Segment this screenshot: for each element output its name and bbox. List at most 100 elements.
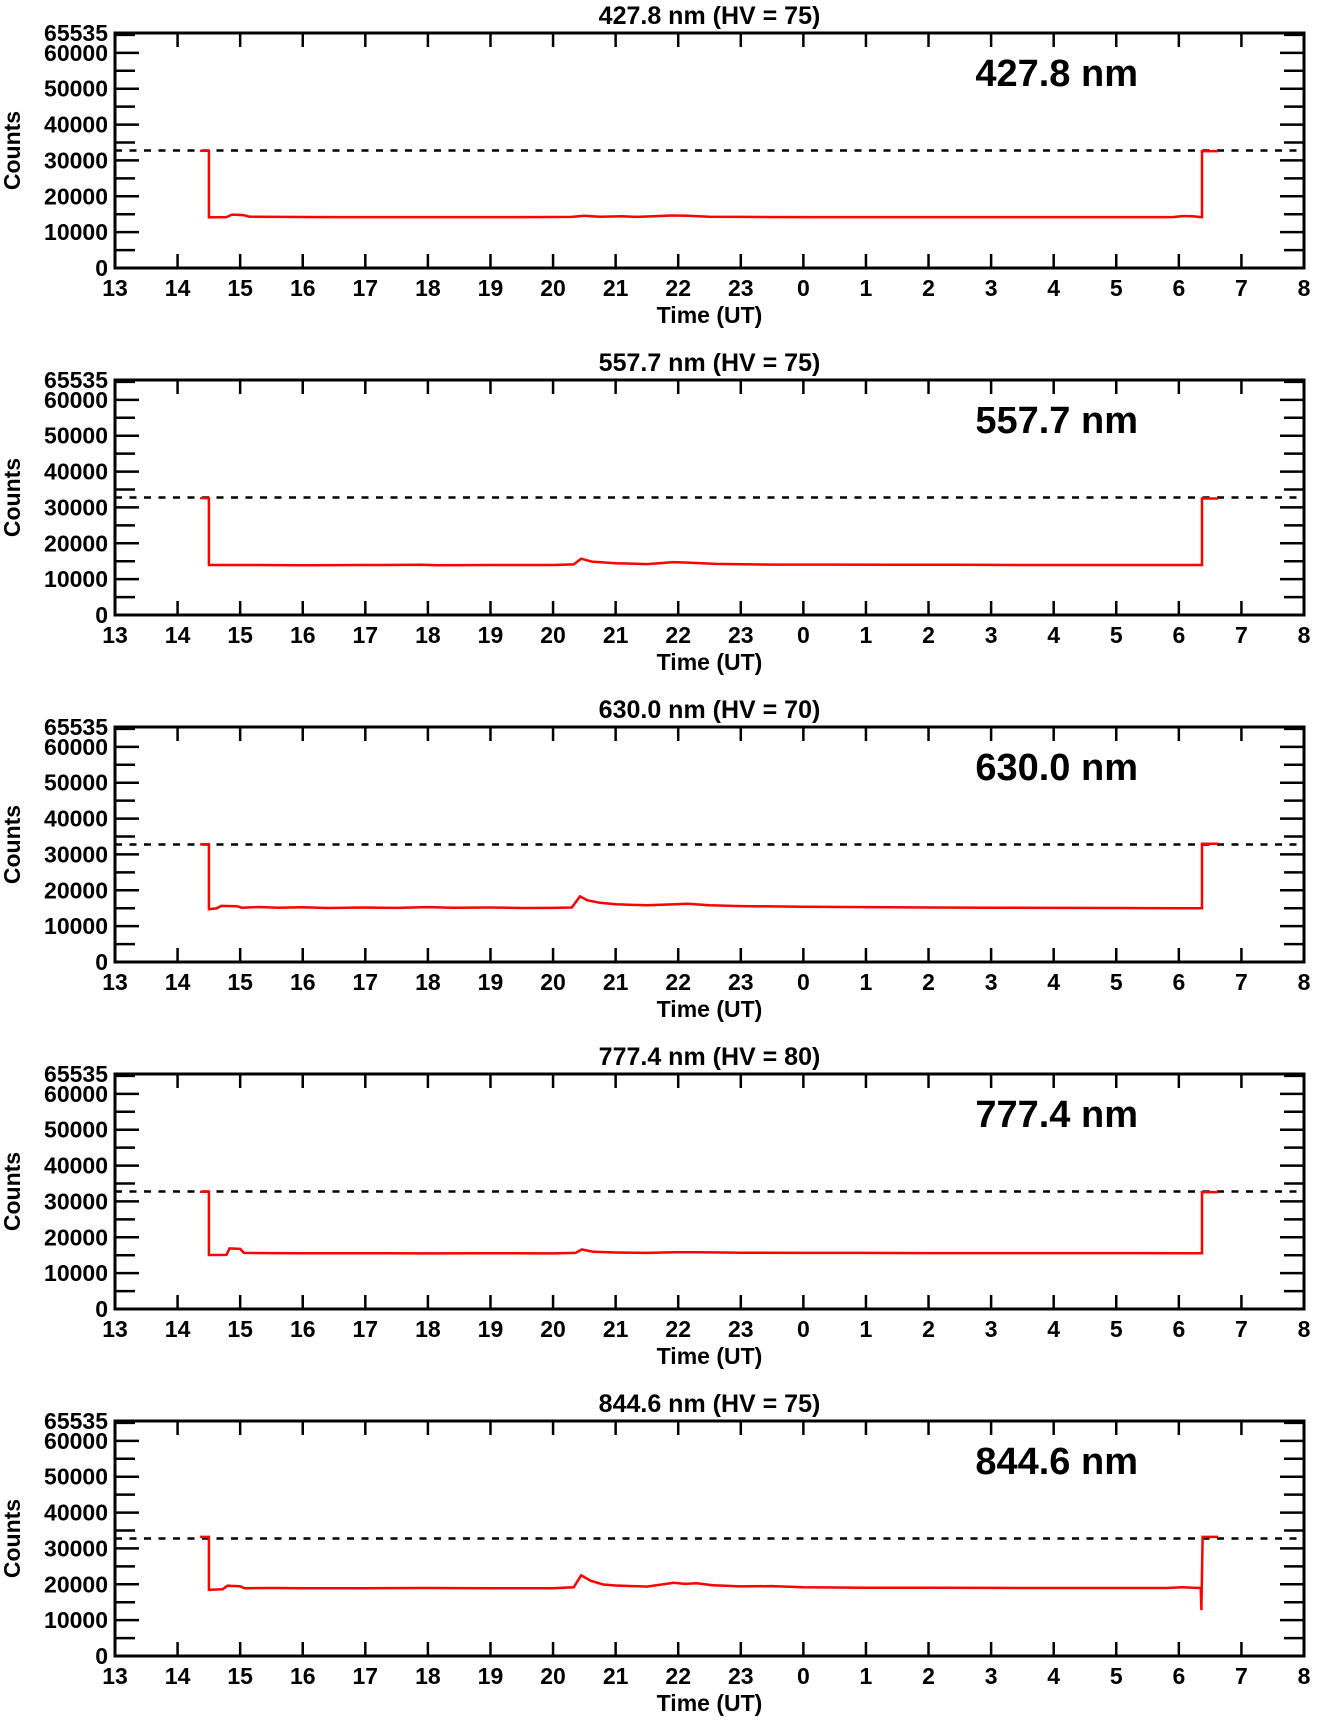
- y-tick-label: 65535: [44, 20, 108, 46]
- counts-series-line: [200, 842, 1219, 911]
- plot-box: [113, 1419, 1306, 1658]
- y-tick-label: 50000: [44, 770, 108, 796]
- x-tick-label: 18: [415, 1663, 441, 1689]
- x-tick-label: 18: [415, 275, 441, 301]
- y-axis-label: Counts: [0, 1499, 25, 1578]
- y-tick-label: 0: [95, 602, 108, 628]
- plot-box: [113, 31, 1306, 270]
- x-tick-label: 23: [728, 969, 754, 995]
- y-tick-label: 60000: [44, 40, 108, 66]
- x-tick-label: 15: [227, 1316, 253, 1342]
- y-tick-label: 60000: [44, 734, 108, 760]
- x-tick-label: 13: [102, 969, 128, 995]
- counts-series-line: [200, 1190, 1219, 1257]
- y-tick-label: 60000: [44, 387, 108, 413]
- x-tick-label: 20: [540, 275, 566, 301]
- x-tick-label: 1: [860, 1316, 873, 1342]
- x-tick-label: 6: [1172, 622, 1185, 648]
- x-tick-label: 22: [665, 1316, 691, 1342]
- x-tick-label: 0: [797, 1663, 810, 1689]
- x-tick-label: 15: [227, 1663, 253, 1689]
- x-tick-label: 23: [728, 1316, 754, 1342]
- x-tick-label: 4: [1047, 1663, 1060, 1689]
- wavelength-inplot-label: 630.0 nm: [975, 747, 1138, 789]
- counts-series-line: [200, 149, 1219, 219]
- wavelength-inplot-label: 557.7 nm: [975, 400, 1138, 442]
- y-tick-label: 30000: [44, 494, 108, 520]
- x-axis-label: Time (UT): [657, 1343, 763, 1369]
- y-tick-label: 40000: [44, 112, 108, 138]
- y-tick-label: 30000: [44, 1188, 108, 1214]
- x-tick-label: 7: [1235, 275, 1248, 301]
- y-axis-label: Counts: [0, 111, 25, 190]
- x-tick-label: 14: [165, 1663, 191, 1689]
- x-tick-label: 5: [1110, 275, 1123, 301]
- x-tick-label: 5: [1110, 1316, 1123, 1342]
- x-tick-label: 0: [797, 1316, 810, 1342]
- x-tick-label: 0: [797, 622, 810, 648]
- y-tick-label: 40000: [44, 1500, 108, 1526]
- x-tick-label: 8: [1298, 622, 1311, 648]
- x-tick-label: 14: [165, 1316, 191, 1342]
- x-tick-label: 21: [603, 275, 629, 301]
- y-tick-label: 40000: [44, 1153, 108, 1179]
- x-tick-label: 18: [415, 1316, 441, 1342]
- y-tick-label: 0: [95, 949, 108, 975]
- x-tick-label: 18: [415, 622, 441, 648]
- x-tick-label: 21: [603, 969, 629, 995]
- chart-title: 557.7 nm (HV = 75): [599, 349, 821, 377]
- x-tick-label: 3: [985, 275, 998, 301]
- x-tick-label: 5: [1110, 969, 1123, 995]
- x-tick-label: 13: [102, 622, 128, 648]
- x-tick-label: 8: [1298, 275, 1311, 301]
- y-tick-label: 60000: [44, 1081, 108, 1107]
- x-tick-label: 7: [1235, 969, 1248, 995]
- y-tick-label: 40000: [44, 806, 108, 832]
- x-tick-label: 14: [165, 622, 191, 648]
- x-tick-label: 5: [1110, 1663, 1123, 1689]
- y-tick-label: 65535: [44, 367, 108, 393]
- x-tick-label: 15: [227, 622, 253, 648]
- wavelength-inplot-label: 844.6 nm: [975, 1441, 1138, 1483]
- y-tick-label: 0: [95, 1296, 108, 1322]
- x-tick-label: 6: [1172, 1316, 1185, 1342]
- x-tick-label: 22: [665, 1663, 691, 1689]
- x-tick-label: 8: [1298, 1316, 1311, 1342]
- y-tick-label: 30000: [44, 1535, 108, 1561]
- x-tick-label: 3: [985, 1316, 998, 1342]
- x-tick-label: 23: [728, 1663, 754, 1689]
- y-tick-label: 10000: [44, 566, 108, 592]
- y-tick-label: 30000: [44, 841, 108, 867]
- x-tick-label: 8: [1298, 969, 1311, 995]
- y-tick-label: 20000: [44, 1571, 108, 1597]
- y-tick-label: 20000: [44, 1224, 108, 1250]
- x-tick-label: 4: [1047, 622, 1060, 648]
- x-tick-label: 14: [165, 969, 191, 995]
- x-tick-label: 19: [478, 622, 504, 648]
- y-tick-label: 20000: [44, 183, 108, 209]
- x-tick-label: 7: [1235, 1316, 1248, 1342]
- x-tick-label: 20: [540, 1663, 566, 1689]
- x-tick-label: 22: [665, 622, 691, 648]
- wavelength-inplot-label: 427.8 nm: [975, 53, 1138, 95]
- x-tick-label: 22: [665, 969, 691, 995]
- x-tick-label: 16: [290, 622, 316, 648]
- x-tick-label: 23: [728, 622, 754, 648]
- x-tick-label: 4: [1047, 275, 1060, 301]
- x-tick-label: 7: [1235, 622, 1248, 648]
- x-tick-label: 2: [922, 622, 935, 648]
- x-tick-label: 7: [1235, 1663, 1248, 1689]
- x-tick-label: 1: [860, 969, 873, 995]
- x-tick-label: 13: [102, 275, 128, 301]
- x-axis-label: Time (UT): [657, 1690, 763, 1716]
- x-tick-label: 14: [165, 275, 191, 301]
- y-tick-label: 20000: [44, 877, 108, 903]
- x-tick-label: 6: [1172, 969, 1185, 995]
- x-tick-label: 1: [860, 1663, 873, 1689]
- x-axis-label: Time (UT): [657, 649, 763, 675]
- x-tick-label: 2: [922, 969, 935, 995]
